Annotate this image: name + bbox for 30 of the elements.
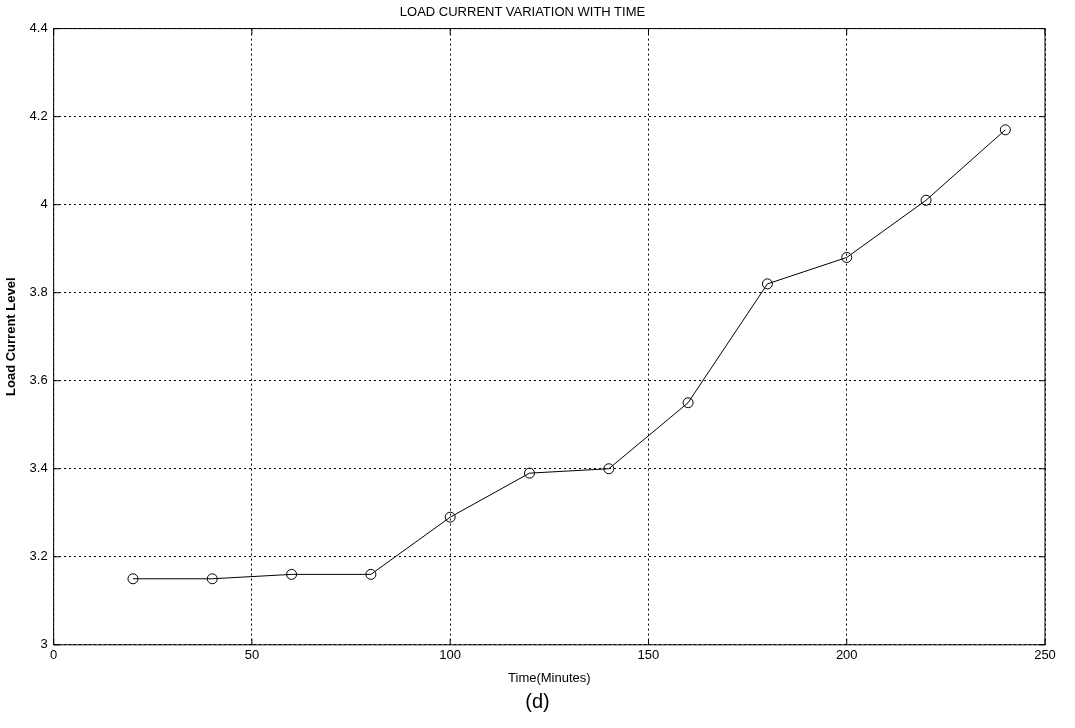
y-tick-label: 4.2 (29, 108, 48, 124)
y-tick-label: 4.4 (29, 20, 48, 36)
x-tick-label: 250 (1034, 647, 1056, 663)
y-tick-label: 3.8 (29, 284, 48, 300)
x-tick-label: 100 (439, 647, 462, 663)
x-tick-label: 150 (637, 647, 660, 663)
point (524, 467, 536, 479)
point (603, 463, 615, 475)
point (444, 511, 456, 523)
x-tick-label: 0 (50, 647, 58, 663)
point (127, 573, 139, 585)
point (761, 278, 773, 290)
x-tick-label: 200 (835, 647, 858, 663)
y-tick-label: 3 (40, 636, 48, 652)
y-tick-label: 4 (40, 196, 48, 212)
y-axis-title: Load Current Level (3, 277, 19, 396)
point (206, 573, 218, 585)
point (286, 568, 298, 580)
y-tick-label: 3.4 (29, 460, 48, 476)
x-tick-label: 50 (244, 647, 260, 663)
point (920, 194, 932, 206)
chart-title: LOAD CURRENT VARIATION WITH TIME (399, 4, 646, 20)
y-tick-label: 3.2 (29, 548, 48, 564)
point (365, 568, 377, 580)
point (841, 251, 853, 263)
text: (d) (524, 690, 551, 713)
x-axis-title: Time(Minutes) (508, 669, 591, 685)
point (999, 124, 1011, 136)
point (682, 397, 694, 409)
y-tick-label: 3.6 (29, 372, 48, 388)
